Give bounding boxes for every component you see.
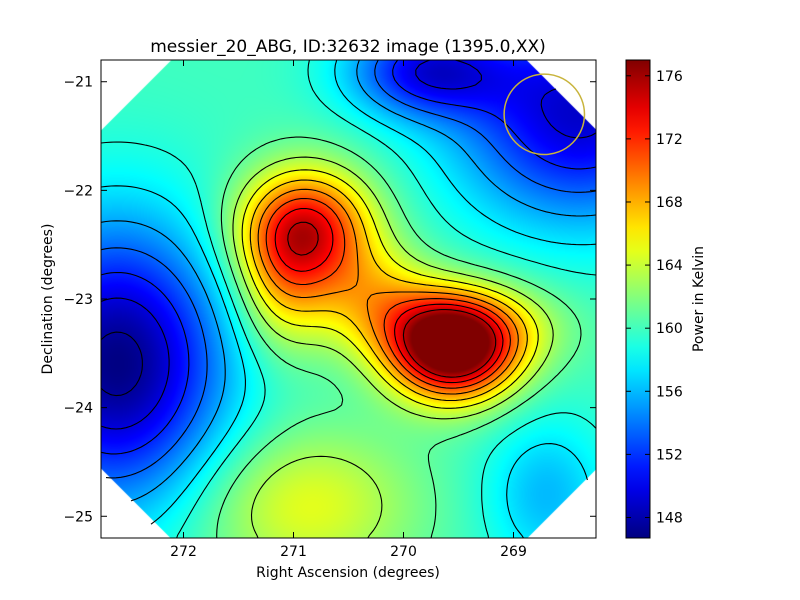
contour-line-1 [101,60,596,430]
x-tick-label: 271 [280,544,307,560]
x-tick-label: 269 [500,544,527,560]
y-tick-label: −24 [63,401,93,417]
y-axis-ticks: −21 −22 −23 −24 −25 [63,75,596,525]
contour-line-7 [216,136,582,538]
x-axis-ticks: 272 271 270 269 [170,60,527,560]
x-tick-label: 270 [390,544,417,560]
y-tick-label: −21 [63,75,93,91]
heatmap-image-holder [101,60,596,538]
colorbar-tick-label: 172 [656,132,683,148]
contour-lines [101,60,596,538]
x-axis-label: Right Ascension (degrees) [256,565,440,581]
contour-line-14 [287,221,497,378]
colorbar-tick-label: 164 [656,258,683,274]
contour-line-13 [274,207,504,384]
heatmap-field [101,60,596,538]
contour-line-6 [101,60,596,538]
y-tick-label: −25 [63,509,93,525]
contour-line-12 [265,197,511,389]
contour-line-11 [257,188,519,395]
contour-line-10 [249,179,528,402]
contour-line-4 [101,60,596,502]
beam-circle [503,73,586,156]
contour-line-9 [241,169,539,409]
y-tick-label: −22 [63,183,93,199]
colorbar-tick-label: 156 [656,384,683,400]
contour-line-0 [101,331,143,397]
colorbar-tick-label: 148 [656,510,683,526]
colorbar-tick-label: 160 [656,321,683,337]
x-tick-label: 272 [170,544,197,560]
colorbar-tick-label: 168 [656,195,683,211]
colorbar-tick-label: 152 [656,447,683,463]
colorbar-tick-label: 176 [656,69,683,85]
contour-line-3 [101,60,596,479]
heatmap-canvas [101,60,596,538]
colorbar-label: Power in Kelvin [691,246,707,352]
contour-line-5 [101,60,596,538]
colorbar-ticks: 148 152 156 160 164 168 172 176 [626,69,683,526]
y-axis-label: Declination (degrees) [40,224,56,375]
plot-title: messier_20_ABG, ID:32632 image (1395.0,X… [150,37,546,57]
contour-line-2 [101,60,596,455]
contour-line-8 [232,156,554,538]
colorbar [625,59,651,539]
y-tick-label: −23 [63,292,93,308]
